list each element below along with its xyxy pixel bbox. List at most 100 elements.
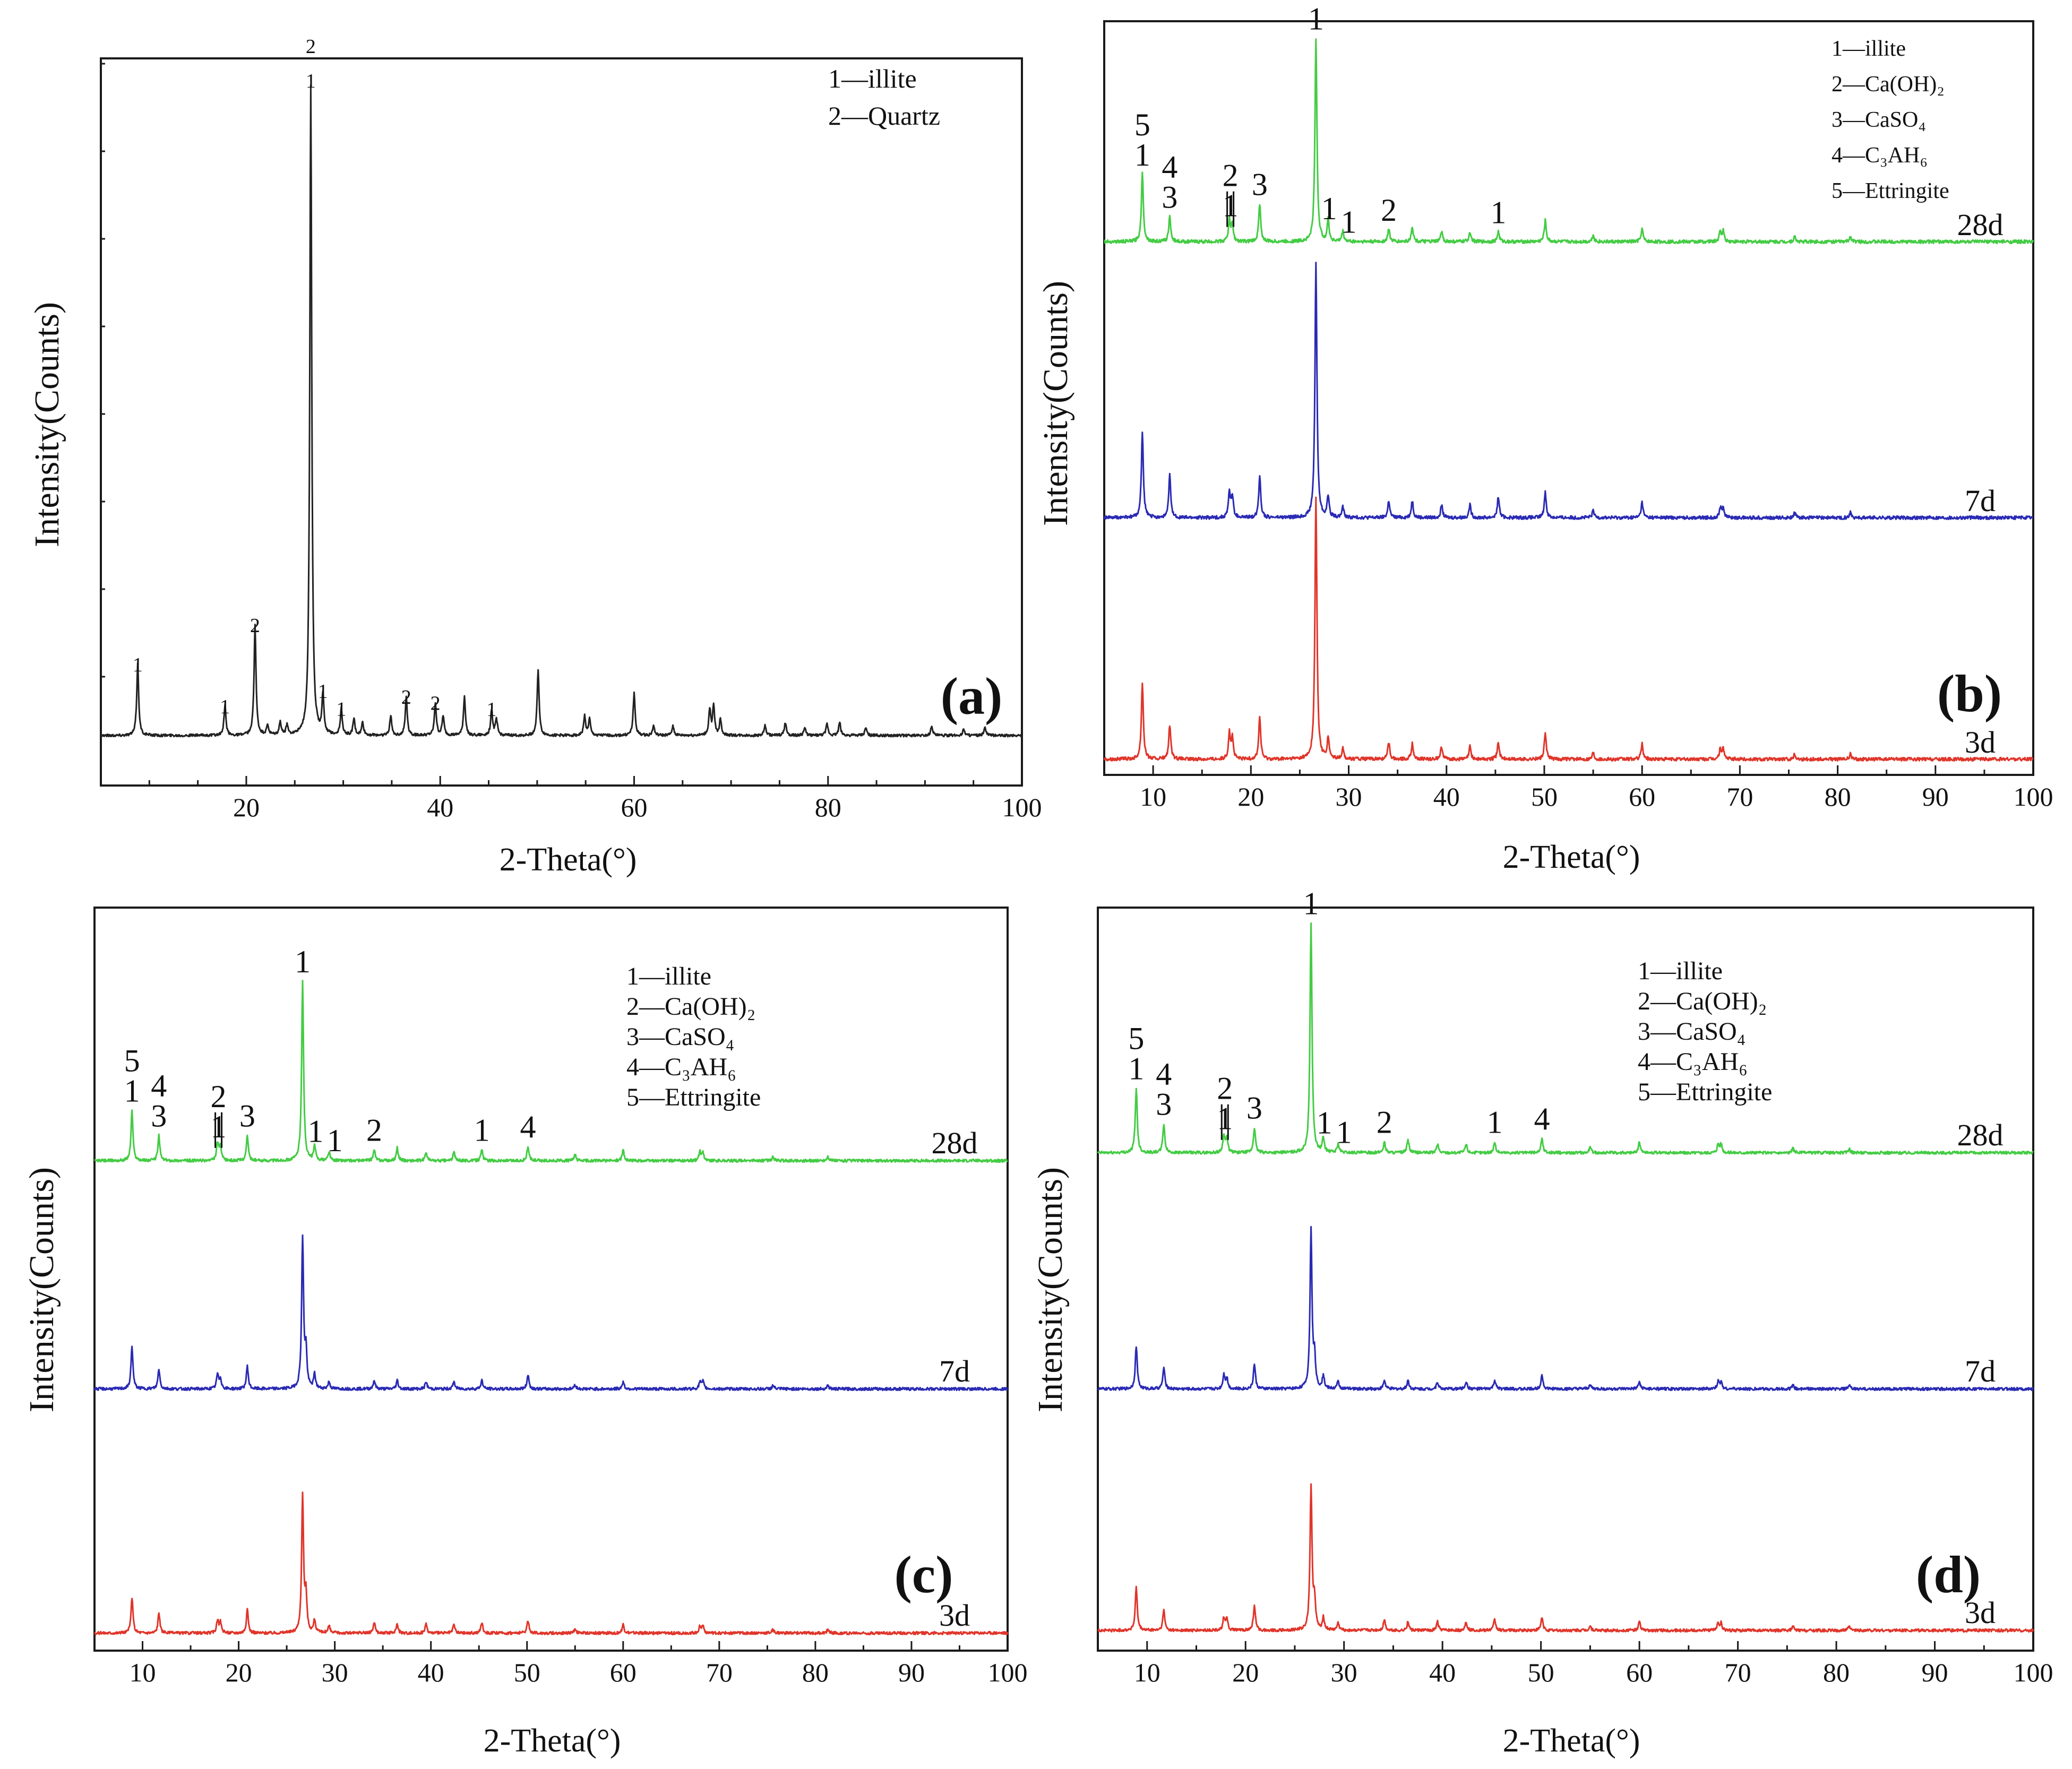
series-3d-trace [1103, 496, 2034, 762]
peak-annotation: 1 [1303, 886, 1319, 921]
peak-annotation: 1 [327, 1123, 343, 1158]
peak-label: 4 [151, 1068, 167, 1103]
peak-annotation: 1 [474, 1113, 490, 1148]
peak-annotation: 1 [220, 696, 230, 718]
peak-label: 5 [124, 1043, 140, 1078]
x-tick-label: 20 [233, 792, 260, 822]
peak-label: 2 [1217, 1071, 1233, 1106]
x-tick-label: 80 [1825, 782, 1851, 812]
x-tick-label: 90 [1922, 782, 1949, 812]
chart-panel-c: 10 20 30 40 50 60 70 80 90 100 2-Theta(°) Intensity… [22, 907, 1028, 1759]
x-tick-label: 60 [1629, 782, 1655, 812]
plot-frame [1103, 20, 2034, 776]
peak-label: 1 [295, 944, 311, 979]
peak-annotation: 15 [124, 1043, 140, 1108]
peak-annotation: 1 [1486, 1105, 1502, 1140]
peak-annotation: 2 [1381, 193, 1397, 228]
x-tick-label: 80 [815, 792, 841, 822]
peak-annotation: 1 [1336, 1115, 1352, 1150]
peak-label: 1 [487, 698, 497, 721]
x-tick-label: 10 [130, 1658, 156, 1687]
series-7d-trace [1103, 262, 2034, 521]
x-tick-label: 30 [1331, 1658, 1357, 1687]
legend-entry: 4—C₃AH₆ [1638, 1048, 1748, 1076]
peak-label: 2 [306, 36, 316, 58]
curve-label-3d: 3d [1965, 725, 1996, 760]
x-tick-label: 70 [1725, 1658, 1751, 1687]
x-tick-label: 70 [706, 1658, 733, 1687]
panel-label: (a) [941, 667, 1003, 726]
x-tick-label: 90 [1922, 1658, 1948, 1687]
peak-annotation: 3 [239, 1098, 255, 1133]
peak-label: 1 [336, 698, 346, 720]
x-tick-label: 100 [2014, 1658, 2053, 1687]
peak-label: 2 [250, 615, 260, 637]
peak-label: 1 [124, 1073, 140, 1108]
peak-label: 2 [1377, 1105, 1392, 1140]
chart-panel-a: 20 40 60 80 100 2-Theta(°) Intensity(Counts) 1—… [28, 36, 1042, 878]
series-3d-trace [1097, 1483, 2034, 1633]
peak-annotation: 12 [211, 1079, 227, 1148]
x-tick-label: 50 [1531, 782, 1558, 812]
curve-label-28d: 28d [1957, 208, 2004, 242]
peak-label: 1 [1308, 2, 1324, 37]
peak-label: 2 [401, 686, 411, 709]
legend-entry: 4—C₃AH₆ [626, 1053, 736, 1081]
peak-label: 4 [1162, 150, 1177, 185]
peak-label: 3 [1156, 1087, 1172, 1122]
series-28d-trace [1097, 922, 2034, 1155]
x-tick-label: 60 [1626, 1658, 1653, 1687]
series-28d-trace [1104, 38, 2034, 245]
legend-entry: 5—Ettringite [1832, 179, 1949, 203]
legend-entry: 5—Ettringite [626, 1083, 761, 1111]
peak-annotation: 2 [250, 615, 260, 637]
peak-annotation: 12 [1217, 1071, 1233, 1140]
plot-frame [93, 907, 1009, 1652]
peak-annotation: 1 [1341, 205, 1357, 240]
peak-label: 4 [1534, 1101, 1550, 1136]
peak-annotation: 2 [401, 686, 411, 709]
peak-annotation: 1 [307, 1114, 323, 1149]
peak-annotation: 1 [487, 698, 497, 721]
x-tick-label: 100 [988, 1658, 1028, 1687]
peak-annotation: 1 [336, 698, 346, 720]
peak-label: 1 [133, 654, 143, 676]
peak-label: 2 [1223, 158, 1239, 193]
peak-label: 1 [1134, 137, 1150, 172]
x-tick-label: 40 [1429, 1658, 1456, 1687]
curve-label-7d: 7d [1965, 1354, 1996, 1388]
legend-entry: 1—illite [626, 962, 711, 990]
peak-label: 1 [306, 70, 316, 92]
peak-label: 2 [211, 1079, 227, 1114]
peak-annotation: 2 [366, 1113, 382, 1148]
curve-label-3d: 3d [939, 1598, 970, 1633]
y-axis-label: Intensity(Counts) [1031, 1167, 1070, 1412]
peak-label: 3 [1246, 1090, 1262, 1125]
peak-annotation: 1 [318, 680, 328, 703]
peak-annotation: 1 [295, 944, 311, 979]
x-tick-label: 50 [1528, 1658, 1554, 1687]
x-tick-label: 100 [2014, 782, 2053, 812]
peak-annotation: 1 [1317, 1106, 1332, 1141]
x-tick-label: 60 [610, 1658, 637, 1687]
peak-annotation: 34 [1162, 150, 1177, 215]
peak-annotation: 4 [1534, 1101, 1550, 1136]
curve-label-28d: 28d [1957, 1118, 2004, 1152]
x-tick-label: 60 [621, 792, 647, 822]
peak-label: 2 [1381, 193, 1397, 228]
peak-label: 1 [211, 1109, 227, 1144]
peak-annotation: 15 [1128, 1021, 1144, 1086]
peak-label: 5 [1134, 107, 1150, 142]
peak-annotation: 34 [1156, 1057, 1172, 1122]
legend-entry: 5—Ettringite [1638, 1078, 1772, 1106]
panel-label: (d) [1916, 1545, 1981, 1604]
peak-label: 1 [327, 1123, 343, 1158]
peak-annotation: 1 [1308, 2, 1324, 37]
y-axis-label: Intensity(Counts) [1036, 281, 1075, 526]
curve-label-7d: 7d [939, 1354, 970, 1388]
curve-label-28d: 28d [932, 1126, 978, 1160]
peak-label: 1 [1317, 1106, 1332, 1141]
legend-entry: 3—CaSO₄ [1832, 108, 1926, 132]
series-3d-trace [93, 1491, 1009, 1636]
